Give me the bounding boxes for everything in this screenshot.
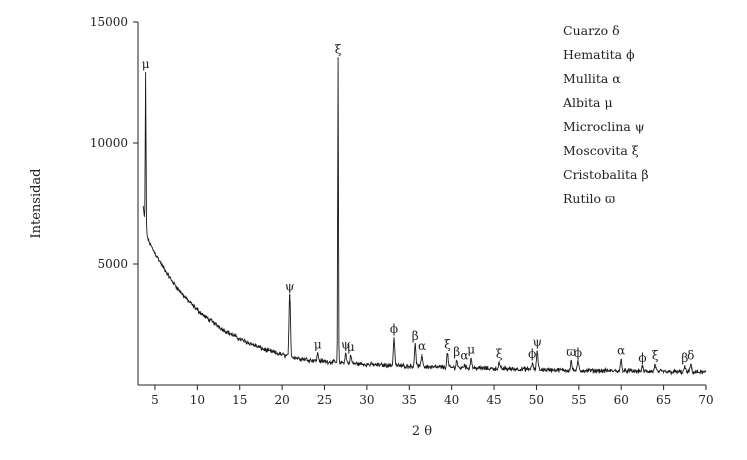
peak-label: α bbox=[460, 348, 468, 362]
peak-point bbox=[317, 352, 319, 355]
x-tick-label: 5 bbox=[151, 393, 159, 407]
x-tick-label: 60 bbox=[614, 393, 629, 407]
peak-point bbox=[414, 344, 416, 346]
peak-point bbox=[393, 337, 395, 339]
legend-item: Albita μ bbox=[562, 95, 613, 110]
peak-label: ξ bbox=[444, 338, 451, 352]
x-tick-label: 40 bbox=[444, 393, 459, 407]
peak-label: β bbox=[681, 351, 688, 365]
peak-point bbox=[536, 350, 538, 352]
x-tick-label: 35 bbox=[402, 393, 417, 407]
x-tick-label: 20 bbox=[274, 393, 289, 407]
xrd-pattern-line bbox=[142, 57, 707, 376]
x-tick-label: 15 bbox=[232, 393, 247, 407]
peak-label: ψ bbox=[285, 279, 294, 293]
peak-point bbox=[350, 355, 352, 357]
peak-point bbox=[570, 360, 572, 362]
peak-label: ϕ bbox=[574, 346, 582, 360]
peak-point bbox=[470, 357, 472, 359]
legend-item: Cristobalita β bbox=[563, 167, 649, 182]
peak-label: α bbox=[617, 344, 625, 358]
legend-item: Mullita α bbox=[563, 71, 621, 86]
y-axis-ticks: 5000 10000 15000 bbox=[90, 15, 138, 271]
peak-label: ϕ bbox=[390, 322, 398, 336]
peak-label: μ bbox=[142, 57, 150, 71]
peak-point bbox=[498, 362, 500, 364]
peak-label: ϕ bbox=[638, 351, 646, 365]
peak-point bbox=[345, 352, 347, 355]
peak-label: ξ bbox=[496, 347, 503, 361]
legend-item: Microclina ψ bbox=[563, 119, 645, 134]
peak-point bbox=[641, 366, 644, 368]
peak-point bbox=[684, 366, 686, 368]
legend-item: Moscovita ξ bbox=[563, 143, 639, 158]
x-tick-label: 65 bbox=[656, 393, 671, 407]
peak-label: ϖ bbox=[566, 345, 576, 359]
peak-point bbox=[337, 57, 339, 59]
peak-label: ψ bbox=[533, 335, 542, 349]
peak-label: ψ bbox=[341, 338, 350, 352]
y-tick-label: 5000 bbox=[97, 257, 128, 271]
x-tick-label: 30 bbox=[359, 393, 374, 407]
peak-point bbox=[531, 362, 533, 364]
peak-label: μ bbox=[314, 338, 322, 352]
peak-label: β bbox=[412, 329, 419, 343]
peak-point bbox=[620, 358, 622, 361]
x-tick-label: 70 bbox=[698, 393, 713, 407]
peak-label: μ bbox=[467, 342, 475, 356]
peak-point bbox=[577, 361, 579, 363]
peak-label: μ bbox=[347, 340, 355, 354]
legend-item: Cuarzo δ bbox=[563, 23, 620, 38]
x-tick-label: 50 bbox=[529, 393, 544, 407]
peak-point bbox=[456, 360, 458, 362]
peak-point bbox=[289, 294, 291, 297]
x-axis-title: 2 θ bbox=[412, 424, 432, 439]
x-tick-label: 10 bbox=[190, 393, 205, 407]
legend: Cuarzo δ Hematita ϕ Mullita α Albita μ Micro… bbox=[562, 23, 649, 206]
peak-label: ϕ bbox=[528, 347, 536, 361]
peak-point bbox=[145, 72, 147, 74]
peak-label: ξ bbox=[652, 348, 659, 362]
y-axis-title: Intensidad bbox=[29, 168, 44, 238]
x-tick-label: 55 bbox=[571, 393, 586, 407]
y-tick-label: 15000 bbox=[90, 15, 128, 29]
peak-label: ξ bbox=[335, 42, 342, 56]
peak-point bbox=[421, 354, 423, 356]
peak-point bbox=[654, 363, 656, 366]
peak-point bbox=[463, 363, 465, 366]
plot-area bbox=[142, 57, 707, 376]
peak-label: δ bbox=[687, 348, 694, 362]
x-tick-label: 25 bbox=[317, 393, 332, 407]
peak-label: β bbox=[453, 345, 460, 359]
peak-label: α bbox=[418, 339, 426, 353]
legend-item: Hematita ϕ bbox=[563, 47, 635, 62]
legend-item: Rutilo ϖ bbox=[563, 191, 615, 206]
peak-point bbox=[446, 352, 449, 355]
x-axis-ticks: 5 10 15 20 25 30 35 40 45 50 55 60 65 70 bbox=[151, 385, 714, 407]
x-tick-label: 45 bbox=[486, 393, 501, 407]
peak-point bbox=[690, 363, 692, 366]
y-tick-label: 10000 bbox=[90, 136, 128, 150]
